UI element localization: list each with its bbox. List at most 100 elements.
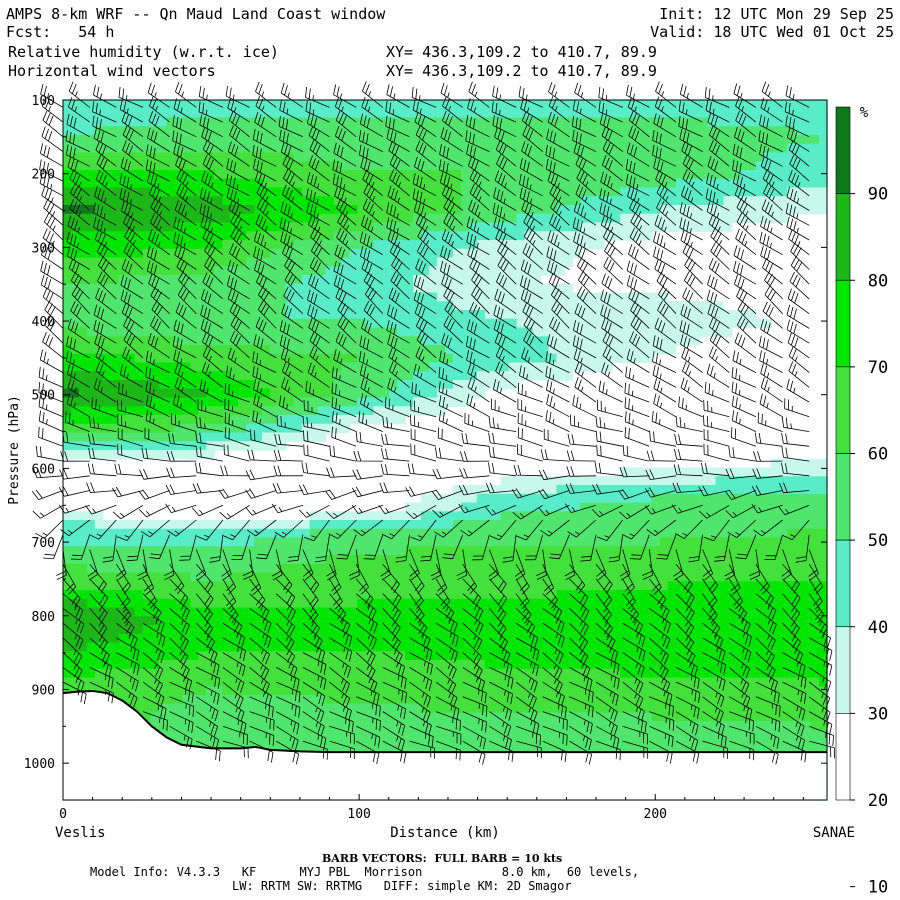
rh-cell (373, 415, 382, 425)
rh-cell (405, 275, 414, 285)
rh-cell (301, 371, 311, 381)
rh-cell (86, 187, 96, 197)
rh-cell (643, 196, 653, 206)
rh-cell (78, 345, 88, 355)
rh-cell (190, 178, 199, 189)
rh-cell (628, 616, 637, 626)
rh-cell (659, 117, 669, 127)
rh-cell (238, 397, 247, 407)
rh-cell (78, 240, 88, 250)
rh-cell (301, 266, 311, 276)
rh-cell (484, 310, 494, 320)
rh-cell (596, 318, 605, 329)
rh-cell (747, 205, 756, 215)
rh-cell (222, 240, 231, 250)
rh-cell (476, 642, 486, 652)
rh-cell (118, 170, 128, 180)
rh-cell (373, 590, 382, 600)
rh-cell (118, 248, 128, 259)
rh-cell (604, 108, 613, 119)
rh-cell (246, 318, 255, 329)
rh-cell (508, 625, 518, 635)
rh-cell (150, 257, 160, 267)
rh-cell (142, 143, 152, 154)
rh-cell (309, 555, 319, 565)
rh-cell (556, 240, 565, 250)
rh-cell (134, 651, 144, 661)
rh-cell (683, 143, 693, 154)
rh-cell (532, 231, 542, 241)
rh-cell (389, 616, 398, 626)
rh-cell (142, 100, 152, 110)
rh-cell (452, 502, 462, 512)
rh-cell (198, 327, 207, 337)
rh-cell (460, 196, 470, 206)
rh-cell (588, 581, 597, 591)
rh-cell (564, 231, 573, 241)
rh-cell (596, 598, 605, 609)
rh-cell (532, 546, 542, 556)
rh-cell (373, 563, 382, 574)
rh-cell (63, 555, 72, 565)
rh-cell (325, 362, 335, 372)
rh-cell (285, 178, 295, 189)
rh-cell (293, 292, 303, 302)
rh-cell (158, 161, 168, 171)
rh-cell (301, 668, 311, 679)
rh-cell (452, 108, 462, 119)
rh-cell (261, 642, 271, 652)
rh-cell (604, 476, 613, 486)
rh-cell (731, 135, 741, 145)
rh-cell (86, 152, 96, 162)
rh-cell (214, 607, 223, 617)
rh-cell (214, 100, 223, 110)
rh-cell (484, 520, 494, 530)
rh-cell (548, 292, 558, 302)
rh-cell (445, 108, 454, 119)
rh-cell (604, 502, 613, 512)
rh-cell (301, 528, 311, 539)
rh-cell (715, 511, 725, 521)
rh-cell (63, 327, 72, 337)
rh-cell (620, 520, 629, 530)
rh-cell (524, 327, 534, 337)
rh-cell (699, 327, 709, 337)
rh-cell (819, 187, 828, 197)
rh-cell (206, 546, 215, 556)
rh-cell (421, 275, 430, 285)
rh-cell (564, 310, 573, 320)
rh-cell (126, 520, 136, 530)
rh-cell (715, 520, 725, 530)
rh-cell (429, 353, 438, 364)
rh-cell (755, 546, 764, 556)
rh-cell (309, 651, 319, 661)
rh-cell (675, 520, 685, 530)
rh-cell (667, 520, 677, 530)
rh-cell (166, 651, 176, 661)
rh-cell (787, 633, 796, 644)
rh-cell (588, 502, 597, 512)
rh-cell (437, 310, 446, 320)
rh-cell (532, 502, 542, 512)
rh-cell (301, 108, 311, 119)
rh-cell (190, 450, 199, 460)
rh-cell (78, 511, 88, 521)
rh-cell (389, 520, 398, 530)
rh-cell (341, 528, 351, 539)
rh-cell (126, 450, 136, 460)
rh-cell (190, 336, 199, 346)
rh-cell (293, 537, 303, 547)
rh-cell (357, 170, 367, 180)
rh-cell (683, 467, 693, 477)
rh-cell (246, 240, 255, 250)
rh-cell (715, 493, 725, 504)
rh-cell (628, 493, 637, 504)
rh-cell (301, 397, 311, 407)
rh-cell (747, 555, 756, 565)
rh-cell (182, 415, 191, 425)
rh-cell (516, 371, 526, 381)
rh-cell (803, 100, 812, 110)
rh-cell (86, 362, 96, 372)
rh-cell (102, 336, 112, 346)
rh-cell (468, 485, 478, 495)
